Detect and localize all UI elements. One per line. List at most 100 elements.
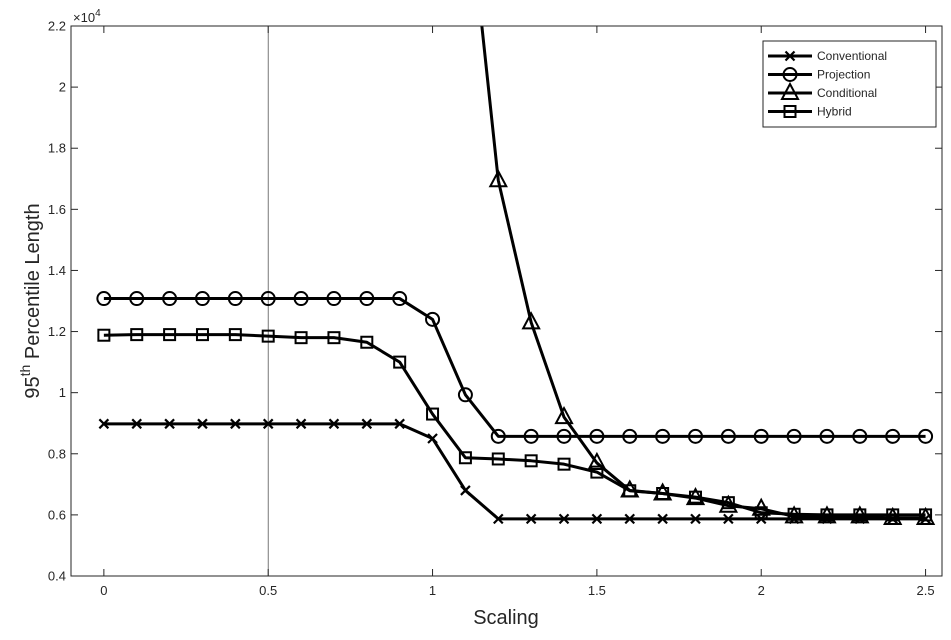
- y-tick-label: 0.6: [48, 507, 66, 522]
- data-point-projection: [589, 428, 605, 444]
- data-point-hybrid: [688, 490, 702, 504]
- y-axis-label: 95th Percentile Length: [17, 203, 44, 398]
- data-point-projection: [786, 428, 802, 444]
- data-point-projection: [293, 291, 309, 307]
- x-tick-label: 2: [758, 583, 765, 598]
- data-point-hybrid: [656, 487, 670, 500]
- data-point-hybrid: [590, 465, 604, 479]
- series-projection: [96, 291, 934, 444]
- legend-label-projection: Projection: [817, 68, 870, 82]
- legend-entry-hybrid: Hybrid: [768, 105, 852, 119]
- data-point-conventional: [164, 418, 175, 430]
- legend-entry-conventional: Conventional: [768, 49, 887, 63]
- data-point-hybrid: [853, 508, 867, 522]
- data-point-hybrid: [393, 355, 407, 369]
- data-point-conventional: [591, 513, 603, 525]
- legend: Conventional Projection Conditional Hybrid: [762, 40, 937, 128]
- data-point-hybrid: [294, 331, 308, 345]
- data-point-hybrid: [426, 407, 440, 421]
- data-point-hybrid: [919, 508, 933, 522]
- data-point-projection: [753, 428, 769, 444]
- data-point-projection: [622, 428, 638, 444]
- y-tick-label: 2.2: [48, 19, 66, 34]
- y-tick-label: 1.4: [48, 263, 66, 278]
- data-point-hybrid: [130, 328, 144, 342]
- data-point-conventional: [131, 418, 143, 430]
- y-tick-label: 1.6: [48, 202, 66, 217]
- data-point-hybrid: [195, 328, 209, 342]
- legend-entry-projection: Projection: [768, 67, 870, 82]
- data-point-conditional: [521, 311, 541, 330]
- data-point-projection: [852, 428, 868, 444]
- data-point-projection: [425, 311, 441, 327]
- x-tick-label: 2.5: [917, 583, 935, 598]
- legend-marker-conditional: [780, 81, 800, 100]
- x-tick-label: 0: [100, 583, 107, 598]
- data-point-conventional: [525, 513, 537, 525]
- data-point-conventional: [361, 418, 373, 430]
- legend-marker-hybrid: [783, 105, 797, 118]
- data-point-hybrid: [458, 451, 472, 465]
- data-point-projection: [457, 387, 473, 403]
- data-point-conditional: [915, 506, 936, 525]
- data-point-conventional: [98, 418, 110, 430]
- y-exponent-label: ×104: [73, 8, 101, 25]
- data-point-hybrid: [886, 508, 900, 522]
- data-point-projection: [359, 291, 375, 307]
- legend-label-conditional: Conditional: [817, 86, 877, 100]
- data-point-conditional: [587, 451, 607, 470]
- legend-marker-conventional: [784, 50, 796, 62]
- data-point-hybrid: [754, 506, 768, 520]
- data-point-projection: [490, 428, 506, 444]
- series-hybrid: [97, 328, 933, 522]
- data-point-projection: [918, 428, 934, 444]
- data-point-projection: [162, 291, 178, 307]
- data-point-hybrid: [228, 328, 242, 342]
- data-point-conventional: [657, 513, 668, 525]
- legend-label-conventional: Conventional: [817, 49, 887, 63]
- data-point-projection: [326, 291, 342, 307]
- data-point-conditional: [488, 169, 508, 188]
- data-point-conventional: [394, 418, 405, 430]
- x-tick-label: 1.5: [588, 583, 606, 598]
- axes-box: [70, 25, 943, 577]
- data-point-projection: [720, 428, 736, 444]
- data-point-conventional: [262, 418, 274, 430]
- data-point-hybrid: [491, 452, 505, 466]
- data-point-projection: [819, 428, 835, 444]
- data-point-projection: [96, 291, 112, 307]
- x-tick-label: 1: [429, 583, 436, 598]
- data-point-hybrid: [557, 457, 571, 471]
- y-tick-label: 1: [59, 385, 66, 400]
- legend-label-hybrid: Hybrid: [817, 105, 852, 119]
- data-point-conventional: [230, 418, 241, 430]
- data-point-conventional: [427, 433, 438, 444]
- x-tick-label: 0.5: [259, 583, 277, 598]
- data-point-projection: [260, 291, 276, 307]
- data-point-conventional: [723, 513, 734, 525]
- y-tick-label: 0.8: [48, 446, 66, 461]
- data-point-conventional: [690, 513, 701, 525]
- data-point-conventional: [624, 513, 636, 525]
- data-point-hybrid: [524, 454, 538, 468]
- data-point-projection: [687, 428, 703, 444]
- data-point-hybrid: [97, 328, 111, 342]
- data-point-conventional: [328, 418, 340, 430]
- data-point-conventional: [295, 418, 307, 430]
- data-point-conditional: [554, 405, 574, 425]
- data-point-conventional: [197, 418, 208, 430]
- data-point-hybrid: [787, 507, 801, 521]
- data-point-conventional: [460, 485, 471, 496]
- y-tick-label: 0.4: [48, 569, 66, 584]
- data-point-conventional: [493, 513, 504, 525]
- data-point-hybrid: [163, 328, 177, 342]
- data-point-conditional: [883, 506, 903, 525]
- y-tick-label: 2: [59, 80, 66, 95]
- series-line-projection: [103, 297, 926, 438]
- data-point-projection: [392, 291, 408, 307]
- data-point-conventional: [558, 513, 570, 525]
- data-point-hybrid: [327, 331, 341, 345]
- data-point-hybrid: [721, 496, 735, 510]
